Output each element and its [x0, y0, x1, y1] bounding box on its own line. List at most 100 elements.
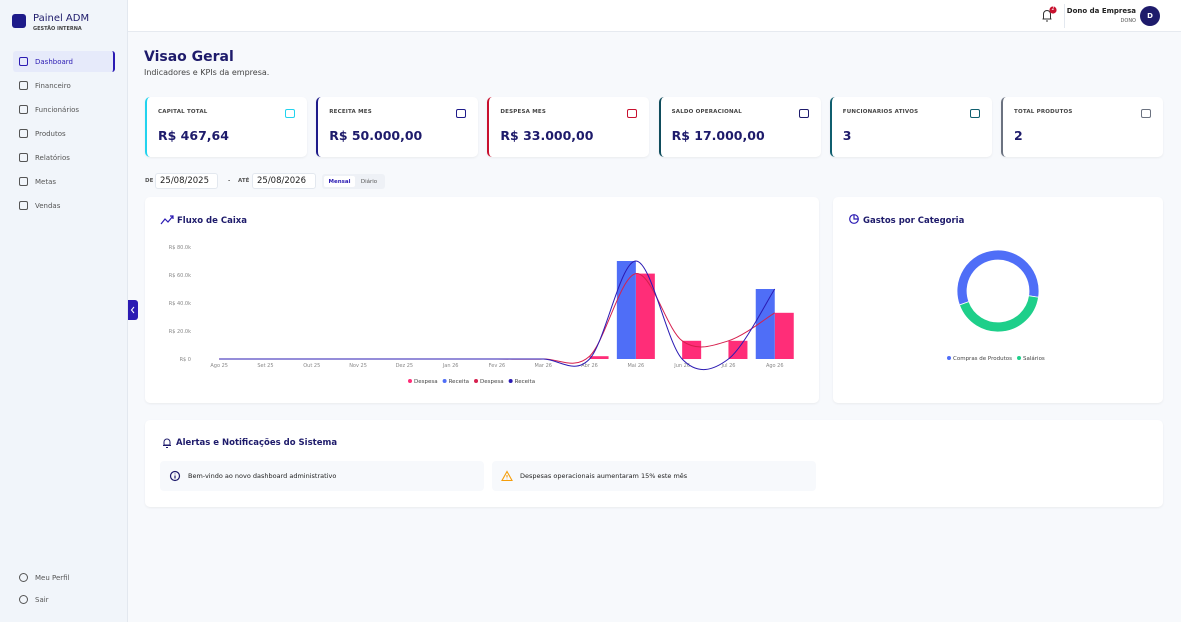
- mode-toggle: Mensal Diário: [322, 174, 385, 189]
- alert-text: Despesas operacionais aumentaram 15% est…: [520, 472, 688, 480]
- kpi-label: FUNCIONARIOS ATIVOS: [842, 109, 919, 115]
- bar: [616, 261, 636, 359]
- brand-subtitle: GESTÃO INTERNA: [33, 26, 82, 32]
- chart-icon: [853, 214, 859, 220]
- kpi-icon: [969, 109, 980, 118]
- x-tick-label: Ago 26: [766, 363, 784, 369]
- nav-item[interactable]: Financeiro: [13, 75, 115, 96]
- brand: Painel ADM: [33, 13, 90, 24]
- x-tick-label: Jan 26: [442, 363, 459, 369]
- cash-flow-card: Fluxo de Caixa R$ 0 R$ 20.0k R$ 40.0k R$ 60…: [145, 197, 819, 403]
- legend-dot: [408, 379, 412, 383]
- alert: Despesas operacionais aumentaram 15% est…: [492, 461, 816, 491]
- y-tick-label: R$ 60.0k: [169, 273, 191, 279]
- chart-title: Gastos por Categoria: [863, 216, 965, 226]
- nav-label: Relatórios: [35, 153, 70, 162]
- mode-button[interactable]: Diário: [360, 178, 378, 185]
- category-chart: Gastos por Categoria Compras de Produtos…: [849, 214, 1045, 362]
- kpi-value: R$ 467,64: [158, 128, 229, 143]
- brand-logo: [12, 14, 26, 28]
- y-tick-label: R$ 20.0k: [169, 329, 191, 335]
- nav-item[interactable]: Dashboard: [13, 51, 115, 72]
- x-tick-label: Jul 26: [720, 363, 735, 369]
- y-tick-label: R$ 0: [180, 357, 191, 363]
- chart-title: Fluxo de Caixa: [177, 216, 247, 226]
- kpi-icon: [798, 109, 809, 118]
- alerts-card: Alertas e Notificações do Sistema Bem-vi…: [145, 420, 1163, 507]
- kpi-value: R$ 17.000,00: [671, 128, 765, 143]
- collapse-button[interactable]: [128, 300, 138, 320]
- kpi-label: DESPESA MES: [500, 109, 546, 115]
- from-label: DE: [145, 178, 154, 184]
- notification-count: 2: [1051, 6, 1055, 12]
- to-input[interactable]: 25/08/2026: [252, 173, 316, 189]
- kpi-label: CAPITAL TOTAL: [158, 109, 208, 115]
- nav-icon: [19, 573, 28, 582]
- nav-icon: [19, 57, 28, 66]
- kpi-card: CAPITAL TOTAL R$ 467,64: [145, 97, 307, 157]
- nav-icon: [19, 177, 28, 186]
- nav-icon: [19, 595, 28, 604]
- nav-item[interactable]: Sair: [13, 589, 115, 610]
- nav-item[interactable]: Meu Perfil: [13, 567, 115, 588]
- kpi-icon: [285, 109, 295, 118]
- kpi-card: SALDO OPERACIONAL R$ 17.000,00: [658, 97, 821, 157]
- legend-dot: [947, 356, 951, 360]
- separator: -: [228, 178, 231, 184]
- kpi-value: R$ 50.000,00: [329, 128, 423, 143]
- legend-label: Despesa: [480, 379, 504, 385]
- kpi-card: TOTAL PRODUTOS 2: [1001, 97, 1163, 157]
- legend-label: Despesa: [414, 379, 438, 385]
- legend-label: Compras de Produtos: [953, 356, 1012, 362]
- alert: Bem-vindo ao novo dashboard administrati…: [160, 461, 484, 491]
- page-title: Visao Geral: [144, 49, 234, 65]
- nav-label: Dashboard: [35, 57, 73, 66]
- x-tick-label: Nov 25: [349, 363, 367, 369]
- from-input[interactable]: 25/08/2025: [155, 173, 218, 189]
- alert-text: Bem-vindo ao novo dashboard administrati…: [188, 472, 337, 480]
- kpi-value: 3: [842, 128, 852, 143]
- divider: [1064, 4, 1065, 28]
- kpi-card: RECEITA MES R$ 50.000,00: [316, 97, 479, 157]
- kpi-label: TOTAL PRODUTOS: [1014, 109, 1073, 115]
- to-label: ATÉ: [238, 178, 250, 184]
- category-card: Gastos por Categoria Compras de Produtos…: [833, 197, 1163, 403]
- x-tick-label: Abr 26: [581, 363, 598, 369]
- chart-icon: [849, 214, 859, 224]
- nav-item[interactable]: Produtos: [13, 123, 115, 144]
- kpi-card: FUNCIONARIOS ATIVOS 3: [829, 97, 992, 157]
- mode-button[interactable]: Mensal: [324, 176, 355, 187]
- y-tick-label: R$ 40.0k: [169, 301, 191, 307]
- nav-item[interactable]: Funcionários: [13, 99, 115, 120]
- bar: [635, 273, 655, 359]
- nav-item[interactable]: Relatórios: [13, 147, 115, 168]
- nav-item[interactable]: Vendas: [13, 195, 115, 216]
- alerts-icon: [163, 438, 171, 448]
- y-tick-label: R$ 80.0k: [169, 245, 191, 251]
- info-icon: [169, 470, 181, 482]
- avatar[interactable]: D: [1140, 6, 1160, 26]
- bell[interactable]: [1040, 6, 1060, 26]
- topbar: 2 Dono da Empresa DONO D: [128, 0, 1181, 32]
- x-tick-label: Mar 26: [535, 363, 552, 369]
- bar: [589, 356, 609, 359]
- bar: [774, 312, 794, 359]
- chart-icon: [160, 215, 174, 225]
- nav-item[interactable]: Metas: [13, 171, 115, 192]
- x-tick-label: Mai 26: [627, 363, 644, 369]
- nav-label: Sair: [35, 595, 49, 604]
- nav-icon: [19, 153, 28, 162]
- bar: [682, 340, 702, 359]
- nav-icon: [19, 201, 28, 210]
- cash-flow-chart: Fluxo de Caixa R$ 0 R$ 20.0k R$ 40.0k R$ 60…: [160, 215, 794, 385]
- x-tick-label: Fev 26: [489, 363, 506, 369]
- nav-icon: [19, 105, 28, 114]
- nav-label: Metas: [35, 177, 57, 186]
- x-tick-label: Out 25: [303, 363, 320, 369]
- nav-label: Meu Perfil: [35, 573, 70, 582]
- kpi-value: R$ 33.000,00: [500, 128, 594, 143]
- warning-icon: [501, 470, 513, 482]
- donut-slice: [958, 295, 1039, 333]
- legend-label: Receita: [449, 379, 469, 385]
